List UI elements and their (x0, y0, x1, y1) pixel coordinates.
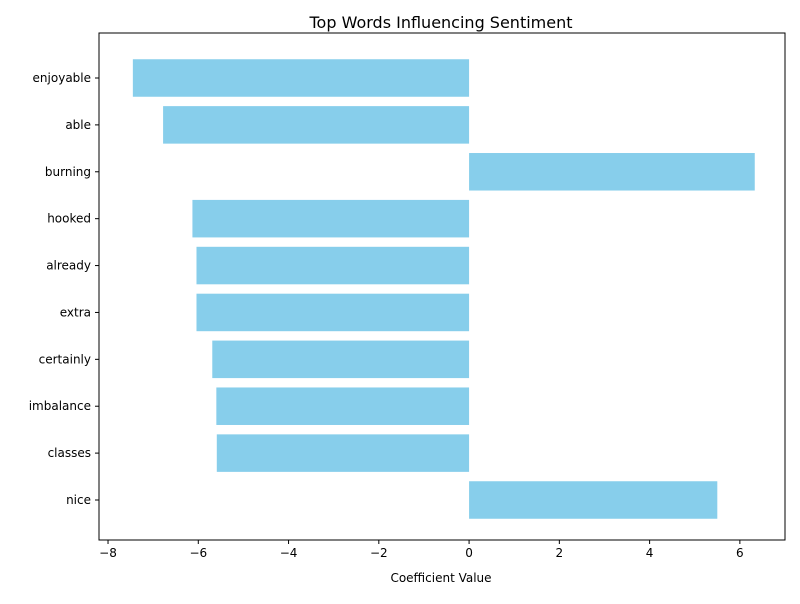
x-axis-ticks: −8 −6 −4 −2 0 2 4 6 (99, 540, 744, 560)
x-tick-label: −4 (280, 546, 298, 560)
bar-hooked (192, 199, 470, 238)
y-tick-label: imbalance (29, 399, 91, 413)
x-tick-label: 0 (465, 546, 473, 560)
y-tick-label: classes (48, 446, 91, 460)
bar-extra (196, 293, 470, 332)
x-tick-label: −8 (99, 546, 117, 560)
x-tick-label: 2 (556, 546, 564, 560)
bar-classes (216, 434, 470, 472)
bar-burning (469, 153, 755, 191)
y-tick-label: already (46, 259, 91, 273)
y-tick-label: burning (45, 165, 91, 179)
bar-able (163, 106, 470, 144)
chart-title: Top Words Influencing Sentiment (308, 13, 572, 32)
x-axis-label: Coefficient Value (390, 571, 491, 585)
y-tick-label: able (65, 118, 91, 132)
x-tick-label: −6 (189, 546, 207, 560)
x-tick-label: 6 (736, 546, 744, 560)
plot-frame (98, 32, 786, 541)
y-axis-ticks: enjoyable able burning hooked already extra ce… (29, 71, 99, 507)
bar-enjoyable (132, 59, 470, 97)
y-tick-label: enjoyable (33, 71, 91, 85)
y-tick-label: certainly (39, 352, 91, 366)
bar-nice (469, 481, 718, 519)
bar-already (196, 246, 470, 285)
bar-certainly (212, 340, 470, 379)
x-tick-label: −2 (370, 546, 388, 560)
x-tick-label: 4 (646, 546, 654, 560)
y-tick-label: extra (60, 305, 91, 319)
y-tick-label: hooked (47, 212, 91, 226)
y-tick-label: nice (66, 493, 91, 507)
bar-imbalance (216, 387, 470, 425)
bars-group (132, 59, 755, 519)
